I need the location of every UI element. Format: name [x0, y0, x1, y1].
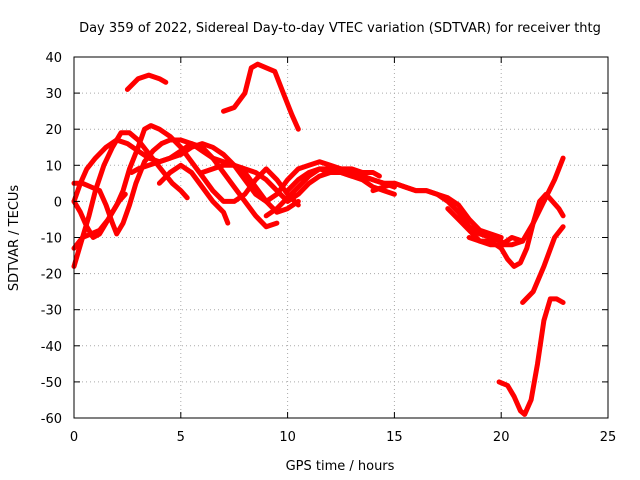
y-tick-label: 30 [45, 87, 62, 102]
x-tick-label: 15 [386, 430, 403, 445]
series-line-track-15 [520, 224, 566, 305]
x-tick-label: 20 [493, 430, 510, 445]
y-tick-label: -30 [41, 304, 62, 319]
x-tick-label: 25 [600, 430, 617, 445]
y-tick-label: -60 [41, 412, 62, 427]
series-line-track-4 [71, 137, 301, 237]
x-tick-label: 0 [70, 430, 78, 445]
y-tick-label: -40 [41, 340, 62, 355]
series-line-track-7 [156, 162, 231, 226]
x-tick-label: 10 [279, 430, 296, 445]
series-line-track-16 [496, 296, 566, 417]
chart-title: Day 359 of 2022, Sidereal Day-to-day VTE… [79, 21, 601, 36]
y-axis-title: SDTVAR / TECUs [7, 185, 22, 292]
series-line-track-13 [466, 191, 566, 269]
y-tick-label: -20 [41, 268, 62, 283]
y-tick-label: 20 [45, 123, 62, 138]
y-tick-label: 40 [45, 51, 62, 66]
series-line-track-14 [498, 235, 526, 248]
axes-ticks: 0 5 10 15 20 25 -60 -50 -40 -30 -20 -10 0 10 20 30 40 [41, 51, 617, 445]
x-tick-label: 5 [177, 430, 185, 445]
series-line-track-5 [71, 191, 128, 240]
series-line-track-18 [221, 61, 301, 132]
series-line-track-9 [263, 166, 504, 244]
series-line-track-1 [71, 130, 190, 269]
series-line-track-12 [445, 155, 566, 248]
series-line-track-8 [199, 162, 397, 204]
series-line-track-17 [124, 72, 169, 92]
y-tick-label: -50 [41, 376, 62, 391]
data-series [71, 61, 566, 417]
series-line-track-11 [370, 180, 504, 240]
y-tick-label: 0 [54, 195, 62, 210]
series-line-track-6 [129, 141, 397, 204]
series-line-track-10 [285, 166, 382, 194]
y-tick-label: -10 [41, 232, 62, 247]
y-tick-label: 10 [45, 159, 62, 174]
x-axis-title: GPS time / hours [286, 459, 395, 474]
